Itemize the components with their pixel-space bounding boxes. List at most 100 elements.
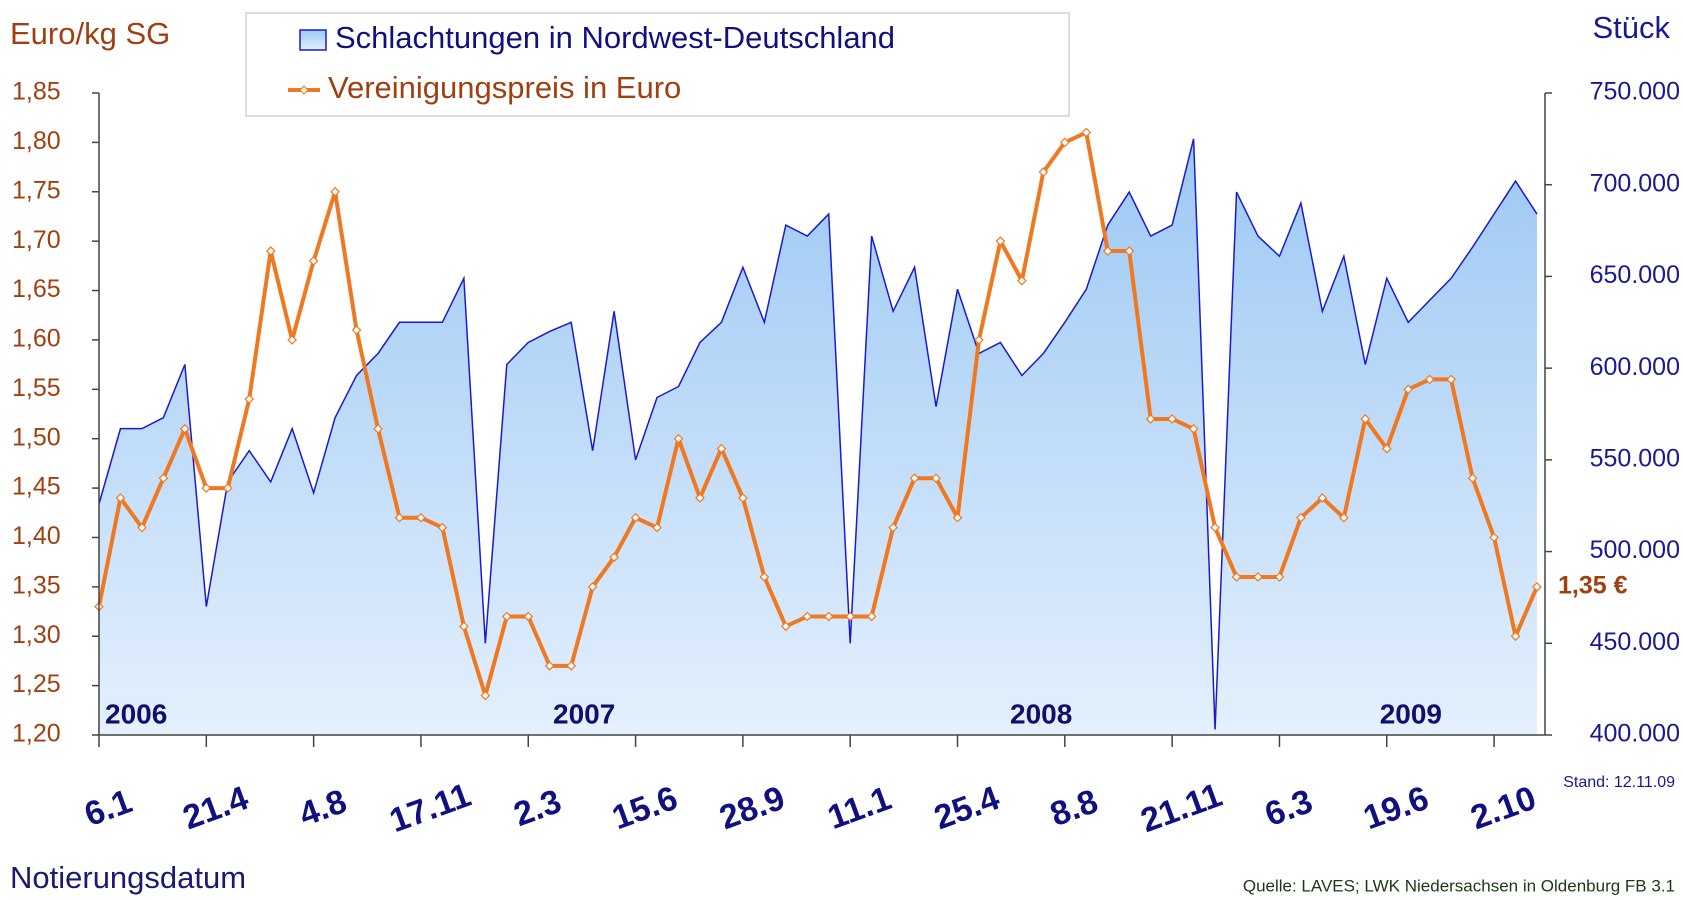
line-marker <box>1231 572 1242 582</box>
line-marker <box>308 256 319 266</box>
year-label: 2009 <box>1380 698 1442 729</box>
line-marker <box>1081 127 1092 138</box>
line-marker <box>909 473 920 484</box>
line-marker <box>952 512 963 523</box>
line-marker <box>222 483 233 493</box>
y2-tick-label: 500.000 <box>1590 536 1680 564</box>
x-axis-label: Notierungsdatum <box>10 860 246 895</box>
legend-label: Schlachtungen in Nordwest-Deutschland <box>335 20 895 55</box>
legend-box <box>245 12 1070 117</box>
line-marker <box>244 394 255 405</box>
line-marker <box>523 611 534 622</box>
line <box>97 130 1539 698</box>
line-marker <box>1424 374 1435 385</box>
y-tick-label: 1,30 <box>12 621 61 649</box>
area-outline <box>98 138 1538 730</box>
line-marker <box>115 493 126 503</box>
line-marker <box>587 581 598 592</box>
line-marker <box>1124 246 1135 256</box>
legend-swatch <box>299 29 327 51</box>
line-marker <box>1446 374 1456 385</box>
line-marker <box>1253 572 1263 582</box>
y-tick-label: 1,85 <box>12 78 61 106</box>
line-marker <box>1467 473 1478 484</box>
year-label: 2008 <box>1010 698 1072 729</box>
line-marker <box>995 236 1006 247</box>
line-marker <box>416 512 426 523</box>
y-tick-label: 1,25 <box>12 670 61 698</box>
line-marker <box>802 611 813 622</box>
x-tick-label: 28.9 <box>715 779 790 837</box>
x-tick-label: 2.10 <box>1466 779 1541 837</box>
line-marker <box>1317 493 1328 503</box>
line-marker <box>845 611 856 622</box>
legend-marker <box>299 85 309 95</box>
line-marker <box>609 552 619 563</box>
year-label: 2007 <box>553 698 615 729</box>
line-marker <box>180 423 190 434</box>
line-marker <box>673 433 684 444</box>
y-tick-label: 1,80 <box>12 127 61 155</box>
legend-label: Vereinigungspreis in Euro <box>328 70 681 105</box>
line-marker <box>630 512 641 523</box>
x-tick-label: 21.4 <box>178 779 253 837</box>
x-tick-label: 6.1 <box>80 782 137 834</box>
line-marker <box>201 483 212 493</box>
line-marker <box>866 611 877 622</box>
y2-tick-label: 400.000 <box>1590 720 1680 748</box>
line-marker <box>974 335 984 345</box>
x-tick-label: 4.8 <box>294 782 351 834</box>
y-tick-label: 1,45 <box>12 473 61 501</box>
x-tick-label: 6.3 <box>1260 782 1317 834</box>
x-tick-label: 19.6 <box>1358 779 1433 837</box>
line-marker <box>1381 443 1392 454</box>
line-marker <box>652 522 662 533</box>
line-marker <box>373 423 383 434</box>
y2-tick-label: 750.000 <box>1590 78 1680 106</box>
line-marker <box>566 661 577 671</box>
y-tick-label: 1,60 <box>12 325 61 353</box>
line-marker <box>501 611 512 622</box>
y-tick-label: 1,50 <box>12 423 61 451</box>
y2-axis-label: Stück <box>1592 10 1670 45</box>
line-marker <box>1102 246 1113 256</box>
line-marker <box>759 572 770 582</box>
y2-tick-label: 550.000 <box>1590 444 1680 472</box>
line-marker <box>394 512 405 523</box>
x-tick-label: 25.4 <box>929 779 1004 837</box>
y-tick-label: 1,70 <box>12 226 61 254</box>
line-marker <box>823 611 834 622</box>
y2-tick-label: 450.000 <box>1590 628 1680 656</box>
line-marker <box>1167 414 1177 424</box>
x-tick-label: 15.6 <box>607 779 682 837</box>
line-marker <box>695 493 705 503</box>
y-tick-label: 1,55 <box>12 374 61 402</box>
line-marker <box>738 493 748 503</box>
y2-tick-label: 700.000 <box>1590 169 1680 197</box>
line-marker <box>888 522 898 533</box>
end-value-label: 1,35 € <box>1558 571 1628 599</box>
x-tick-label: 8.8 <box>1045 782 1102 834</box>
stand-note: Stand: 12.11.09 <box>1563 774 1675 791</box>
line-marker <box>1338 512 1349 523</box>
y-tick-label: 1,40 <box>12 522 61 550</box>
line-marker <box>437 522 448 533</box>
line-marker <box>1038 167 1049 177</box>
line-marker <box>1360 414 1371 424</box>
line-marker <box>1188 423 1199 434</box>
line-marker <box>544 661 555 671</box>
line-marker <box>1274 572 1285 582</box>
line-marker <box>1145 414 1156 424</box>
line-marker <box>1296 512 1306 523</box>
year-label: 2006 <box>105 698 167 729</box>
line-marker <box>480 690 491 701</box>
line-marker <box>1017 275 1027 286</box>
line-marker <box>1059 137 1070 148</box>
line-marker <box>459 621 469 632</box>
line-marker <box>330 186 340 197</box>
line-marker <box>1210 522 1220 533</box>
line-marker <box>931 473 941 484</box>
area <box>99 138 1537 735</box>
